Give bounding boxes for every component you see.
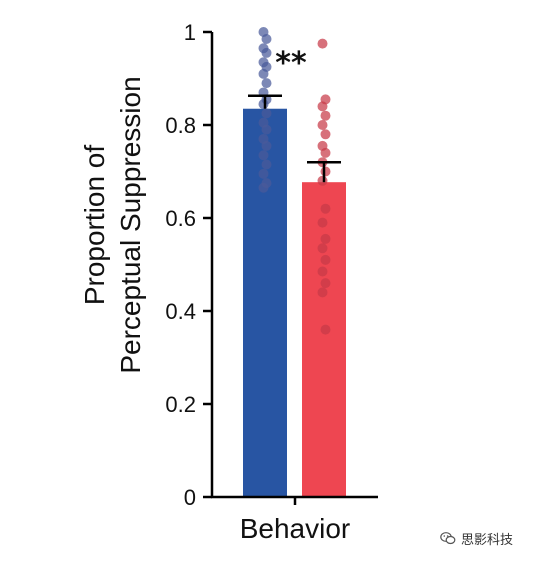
y-tick-label: 0.2 — [165, 392, 196, 417]
data-point — [261, 33, 272, 44]
data-point — [320, 254, 331, 265]
error-bars-layer — [248, 94, 341, 183]
data-point — [261, 159, 272, 170]
data-point — [261, 47, 272, 58]
axes — [210, 32, 378, 505]
data-point — [317, 101, 328, 112]
data-point — [317, 266, 328, 277]
data-point — [258, 168, 269, 179]
data-point — [320, 203, 331, 214]
watermark: 思影科技 — [440, 528, 513, 548]
data-point — [258, 182, 269, 193]
watermark-text: 思影科技 — [461, 532, 514, 548]
y-tick-label: 0.4 — [165, 299, 196, 324]
data-point — [261, 140, 272, 151]
data-point — [317, 243, 328, 254]
data-point — [317, 38, 328, 49]
bars-layer — [243, 108, 346, 497]
data-point — [320, 166, 331, 177]
wechat-icon — [440, 532, 456, 545]
y-ticks: 0 0.2 0.4 0.6 0.8 1 — [165, 20, 212, 510]
y-tick-label: 0 — [184, 485, 196, 510]
y-tick-label: 0.6 — [165, 206, 196, 231]
data-point — [320, 110, 331, 121]
significance-label: ** — [275, 46, 307, 81]
data-point — [317, 217, 328, 228]
y-tick-label: 1 — [184, 20, 196, 45]
data-point — [258, 68, 269, 79]
data-point — [258, 99, 269, 110]
data-point — [258, 150, 269, 161]
data-point — [320, 233, 331, 244]
data-point — [317, 175, 328, 186]
y-axis-title-line-2: Perceptual Suppression — [115, 76, 146, 373]
data-point — [320, 147, 331, 158]
data-point — [261, 124, 272, 135]
data-point — [317, 120, 328, 130]
data-points-layer — [258, 27, 331, 335]
data-point — [317, 287, 328, 298]
data-point — [320, 129, 331, 140]
y-tick-label: 0.8 — [165, 113, 196, 138]
y-axis-title: Proportion of Perceptual Suppression — [79, 76, 146, 373]
data-point — [320, 278, 331, 289]
y-axis-title-line-1: Proportion of — [79, 145, 110, 306]
data-point — [261, 78, 272, 89]
data-point — [261, 108, 272, 119]
data-point — [320, 324, 331, 335]
bar-series-2 — [302, 182, 346, 497]
x-tick-label-behavior: Behavior — [240, 513, 351, 544]
